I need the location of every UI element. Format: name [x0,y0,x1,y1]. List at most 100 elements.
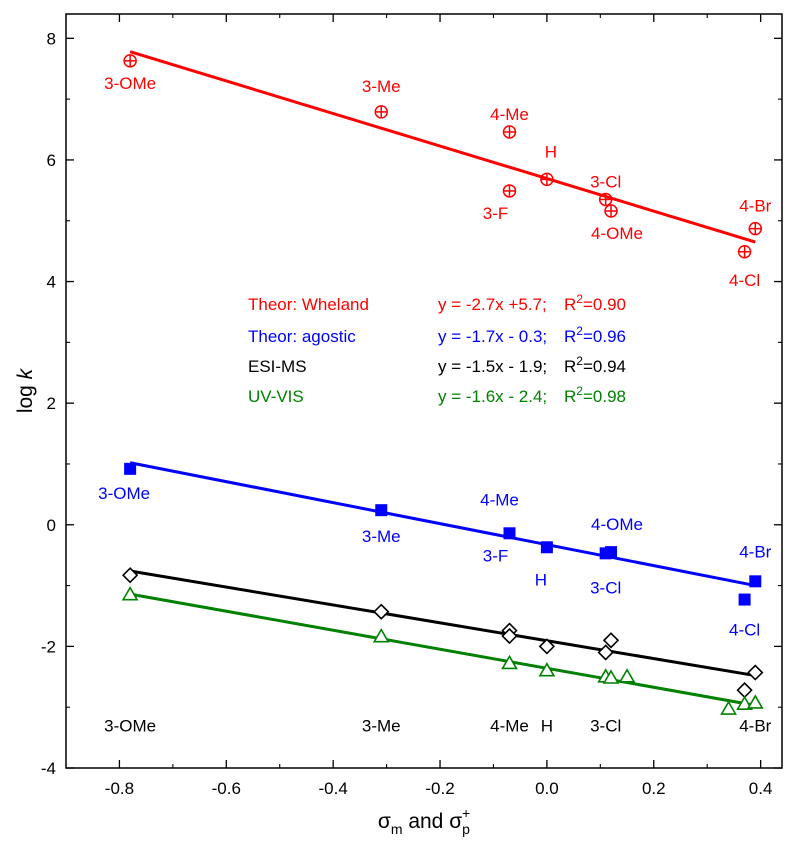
marker-diamond [602,632,620,649]
data-point [538,662,556,677]
data-point [502,184,517,198]
data-point [374,105,389,119]
marker-triangle [618,668,636,683]
legend-equation: y = -1.5x - 1.9; [438,357,547,376]
point-label: 3-OMe [98,484,150,503]
data-point [123,54,137,68]
marker-triangle [720,700,737,715]
data-point [737,245,752,259]
bottom-substituent-label: 4-Br [739,717,771,736]
plot-frame [65,13,783,769]
legend-r-squared: R2=0.96 [564,324,626,346]
point-label: 4-OMe [591,224,643,243]
data-point [604,204,618,218]
point-label: 3-Me [362,77,401,96]
data-point [618,668,636,683]
y-tick-label: 6 [47,151,56,170]
data-point [748,221,763,236]
marker-diamond [501,627,518,645]
marker-diamond [121,567,139,584]
marker-square [503,527,516,540]
point-label: 4-Br [739,197,771,216]
data-point [375,504,388,517]
data-point [602,632,620,649]
marker-diamond [747,664,764,681]
legend-series-name: Theor: agostic [248,327,356,346]
bottom-substituent-label: 4-Me [490,717,529,736]
marker-diamond [538,638,556,655]
point-label: H [545,142,557,161]
data-point [503,527,516,540]
data-point [501,627,518,645]
marker-triangle [602,669,620,684]
point-label: 4-Cl [729,621,760,640]
y-tick-label: -4 [41,759,56,778]
x-tick-label: 0.4 [749,779,773,798]
y-tick-label: 2 [47,394,56,413]
legend-r-squared: R2=0.90 [564,292,626,314]
bottom-substituent-label: 3-OMe [104,717,156,736]
x-tick-label: -0.6 [212,779,241,798]
data-point [602,669,620,684]
data-point [738,593,751,606]
data-point [124,462,137,475]
legend-r-squared: R2=0.98 [564,384,626,406]
marker-diamond [597,644,614,661]
data-point [121,567,139,584]
legend-equation: y = -1.6x - 2.4; [438,387,547,406]
x-tick-label: -0.4 [319,779,348,798]
y-tick-label: 4 [47,273,56,292]
fit-line [129,50,756,244]
fit-lines [129,50,756,707]
data-point [502,125,517,139]
point-label: H [535,570,547,589]
marker-square [749,575,762,588]
data-point [373,603,390,620]
x-tick-label: 0.2 [642,779,666,798]
y-axis-title: log k [14,367,37,413]
axes: -0.8 -0.6 -0.4 -0.2 0.0 0.2 0.4 -4 -2 0 2 4 6 8 [41,14,782,798]
marker-square [124,462,137,475]
x-tick-label: -0.8 [105,779,134,798]
bottom-substituent-label: H [541,717,553,736]
data-point [597,644,614,661]
data-point [501,654,518,670]
y-tick-label: 0 [47,516,56,535]
marker-square [375,504,388,517]
marker-diamond [373,603,390,620]
marker-diamond [736,682,753,699]
marker-triangle [501,654,518,670]
data-point [720,700,737,715]
data-point [538,638,556,655]
marker-square [605,546,618,559]
fit-line [129,569,756,678]
point-label: 3-F [483,204,509,223]
marker-triangle [372,628,390,643]
marker-triangle [538,662,556,677]
data-point [598,192,613,207]
point-label: 3-F [483,546,509,565]
marker-triangle [121,586,139,601]
data-point [121,586,139,601]
data-point [736,682,753,699]
plot-area-border [65,13,783,769]
bottom-substituent-label: 3-Cl [590,717,621,736]
legend-series-name: ESI-MS [248,357,307,376]
x-tick-label: 0.0 [535,779,559,798]
marker-triangle [746,694,764,709]
point-labels: 3-OMe 3-Me 4-Me 3-F H 3-Cl 4-OMe 4-Cl 4-Br 3-OMe 3… [98,74,772,736]
data-point [540,172,554,187]
x-axis-title: σm and σp+ [378,805,470,837]
data-point [746,694,764,709]
legend-series-name: Theor: Wheland [248,295,369,314]
point-label: 4-OMe [591,515,643,534]
marker-square [540,541,553,554]
data-point [736,695,753,710]
legend-equation: y = -1.7x - 0.3; [438,327,547,346]
data-markers [121,54,764,715]
point-label: 3-Cl [590,172,621,191]
x-tick-label: -0.2 [425,779,454,798]
point-label: 3-Me [362,527,401,546]
fit-line [129,592,756,707]
